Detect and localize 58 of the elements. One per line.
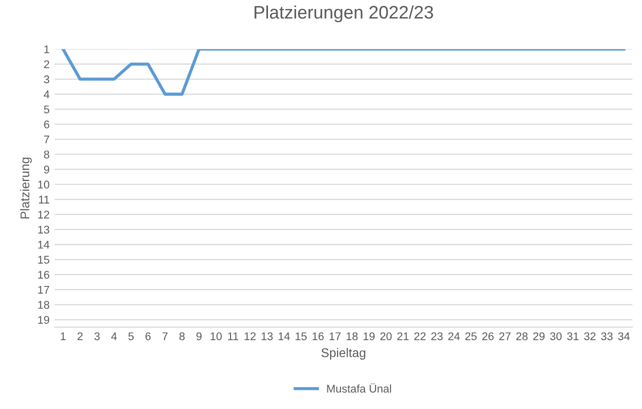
x-axis-title: Spieltag	[321, 348, 366, 360]
x-tick-label: 12	[244, 332, 256, 340]
y-tick-label: 13	[38, 226, 50, 234]
y-tick-label: 4	[44, 90, 50, 98]
x-tick-label: 15	[296, 332, 307, 340]
y-tick-label: 16	[38, 270, 50, 279]
x-tick-label: 18	[346, 332, 358, 340]
y-tick-label: 7	[44, 136, 50, 144]
x-tick-label: 10	[210, 332, 222, 340]
x-tick-label: 29	[533, 332, 545, 340]
x-tick-label: 21	[397, 332, 409, 340]
y-tick-label: 11	[39, 196, 50, 204]
chart-title: Platzierungen 2022/23	[254, 5, 434, 22]
y-tick-label: 19	[38, 316, 50, 324]
x-tick-label: 19	[364, 332, 375, 340]
x-tick-label: 7	[162, 332, 168, 340]
x-tick-label: 5	[128, 332, 134, 340]
x-tick-label: 22	[414, 332, 426, 340]
x-tick-label: 20	[380, 332, 392, 340]
x-tick-label: 25	[465, 332, 477, 340]
x-tick-label: 8	[179, 332, 185, 340]
y-tick-label: 15	[38, 256, 50, 264]
x-tick-label: 32	[584, 332, 596, 340]
y-tick-label: 18	[38, 300, 50, 309]
x-tick-label: 3	[94, 332, 100, 340]
x-tick-label: 14	[278, 332, 290, 340]
x-tick-label: 17	[330, 332, 341, 340]
y-tick-label: 10	[38, 180, 50, 189]
x-tick-label: 2	[78, 332, 83, 340]
x-tick-label: 27	[499, 332, 511, 340]
x-tick-label: 31	[567, 332, 579, 340]
x-tick-label: 4	[111, 332, 117, 340]
x-tick-label: 30	[550, 332, 562, 340]
x-tick-label: 1	[60, 332, 66, 340]
x-tick-label: 26	[482, 332, 494, 340]
y-axis-title: Platzierung	[20, 158, 32, 218]
x-tick-label: 33	[601, 332, 613, 340]
y-tick-label: 17	[38, 286, 50, 294]
x-tick-label: 24	[448, 332, 460, 340]
y-tick-label: 5	[44, 106, 50, 114]
y-tick-label: 12	[38, 210, 50, 218]
x-tick-label: 9	[196, 332, 202, 340]
y-tick-label: 8	[44, 150, 50, 158]
y-tick-label: 3	[44, 75, 50, 84]
x-tick-label: 13	[262, 332, 273, 340]
line-series	[62, 49, 626, 96]
legend-label: Mustafa Ünal	[327, 383, 392, 393]
x-tick-label: 16	[312, 332, 324, 340]
x-tick-label: 28	[516, 332, 528, 340]
y-tick-label: 6	[44, 120, 50, 128]
x-tick-label: 23	[431, 332, 443, 340]
x-tick-label: 34	[618, 332, 630, 340]
x-tick-label: 6	[146, 332, 151, 340]
y-tick-label: 2	[44, 60, 50, 68]
x-tick-label: 11	[228, 332, 238, 340]
y-tick-label: 1	[44, 45, 50, 54]
y-tick-label: 9	[44, 166, 50, 174]
y-tick-label: 14	[38, 240, 50, 249]
